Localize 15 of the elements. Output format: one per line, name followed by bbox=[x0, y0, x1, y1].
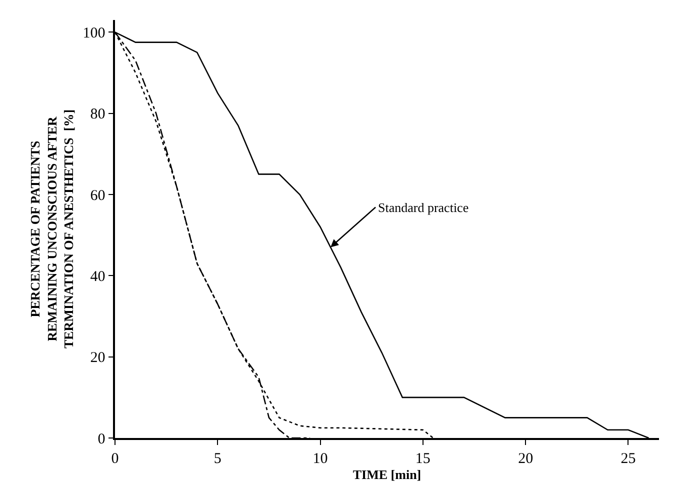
annotation: Standard practice bbox=[378, 200, 469, 215]
y-tick-label: 40 bbox=[90, 268, 106, 285]
x-tick-label: 5 bbox=[214, 450, 222, 467]
y-tick-label: 20 bbox=[90, 350, 106, 366]
y-tick-label: 60 bbox=[90, 188, 106, 204]
x-tick-label: 25 bbox=[620, 450, 636, 467]
y-tick-label: 80 bbox=[90, 106, 106, 123]
x-tick-label: 15 bbox=[415, 450, 430, 467]
y-tick-label: 100 bbox=[82, 25, 106, 42]
y-tick-label: 0 bbox=[98, 431, 106, 448]
x-axis-title: TIME [min] bbox=[352, 466, 422, 482]
x-tick-label: 10 bbox=[312, 450, 328, 467]
x-tick-label: 20 bbox=[518, 450, 534, 467]
x-tick-label: 0 bbox=[111, 450, 119, 467]
y-axis-title: PERCENTAGE OF PATIENTS REMAINING UNCONSCIOUS AFTER TERMINATION OF ANESTHETICS [%] bbox=[27, 109, 76, 349]
